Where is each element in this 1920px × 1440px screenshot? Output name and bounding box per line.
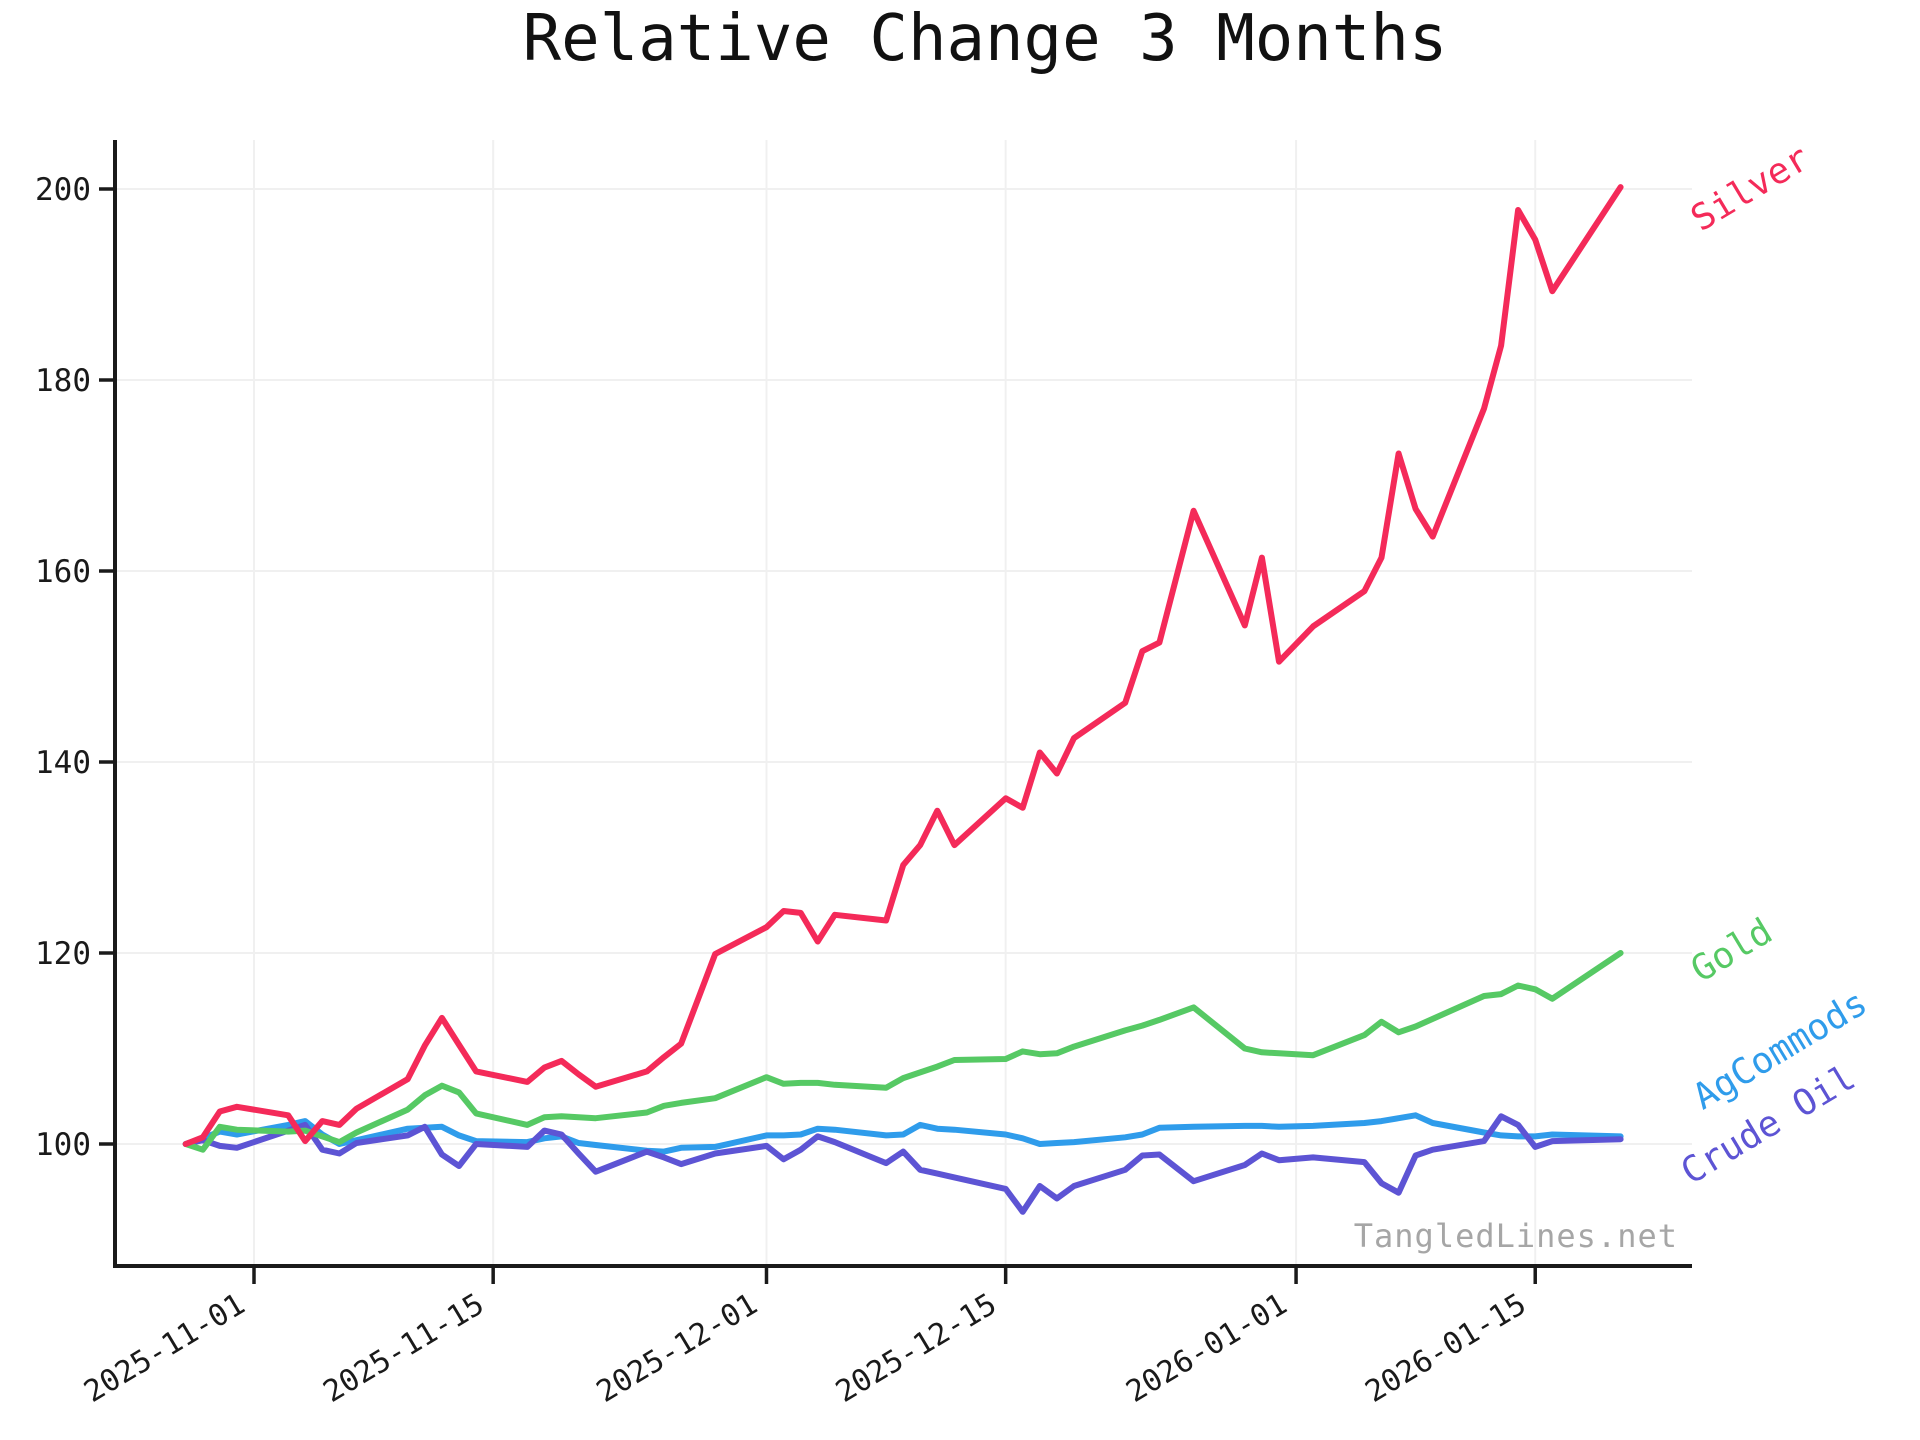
y-tick-label: 180 (35, 363, 91, 399)
x-tick-label: 2025-12-15 (830, 1287, 1003, 1410)
y-tick-label: 140 (35, 745, 91, 781)
y-tick-label: 100 (35, 1127, 91, 1163)
x-tick-label: 2026-01-01 (1120, 1287, 1293, 1410)
gridlines (115, 140, 1692, 1266)
chart-title: Relative Change 3 Months (523, 2, 1448, 76)
series-line-agcommods (182, 1112, 1624, 1155)
y-tick-label: 200 (35, 172, 91, 208)
x-tick-label: 2025-12-01 (591, 1287, 764, 1410)
series-line-crude-oil (182, 1113, 1624, 1215)
series-line-gold (182, 950, 1624, 1153)
x-tick-label: 2025-11-15 (317, 1287, 490, 1410)
series-line-silver (182, 184, 1624, 1147)
series-label-silver: Silver (1684, 138, 1817, 240)
y-tick-label: 160 (35, 554, 91, 590)
series-label-gold: Gold (1684, 911, 1779, 991)
x-tick-label: 2025-11-01 (78, 1287, 251, 1410)
watermark: TangledLines.net (1354, 1217, 1678, 1255)
y-tick-label: 120 (35, 936, 91, 972)
x-tick-label: 2026-01-15 (1359, 1287, 1532, 1410)
series-lines (182, 184, 1624, 1215)
